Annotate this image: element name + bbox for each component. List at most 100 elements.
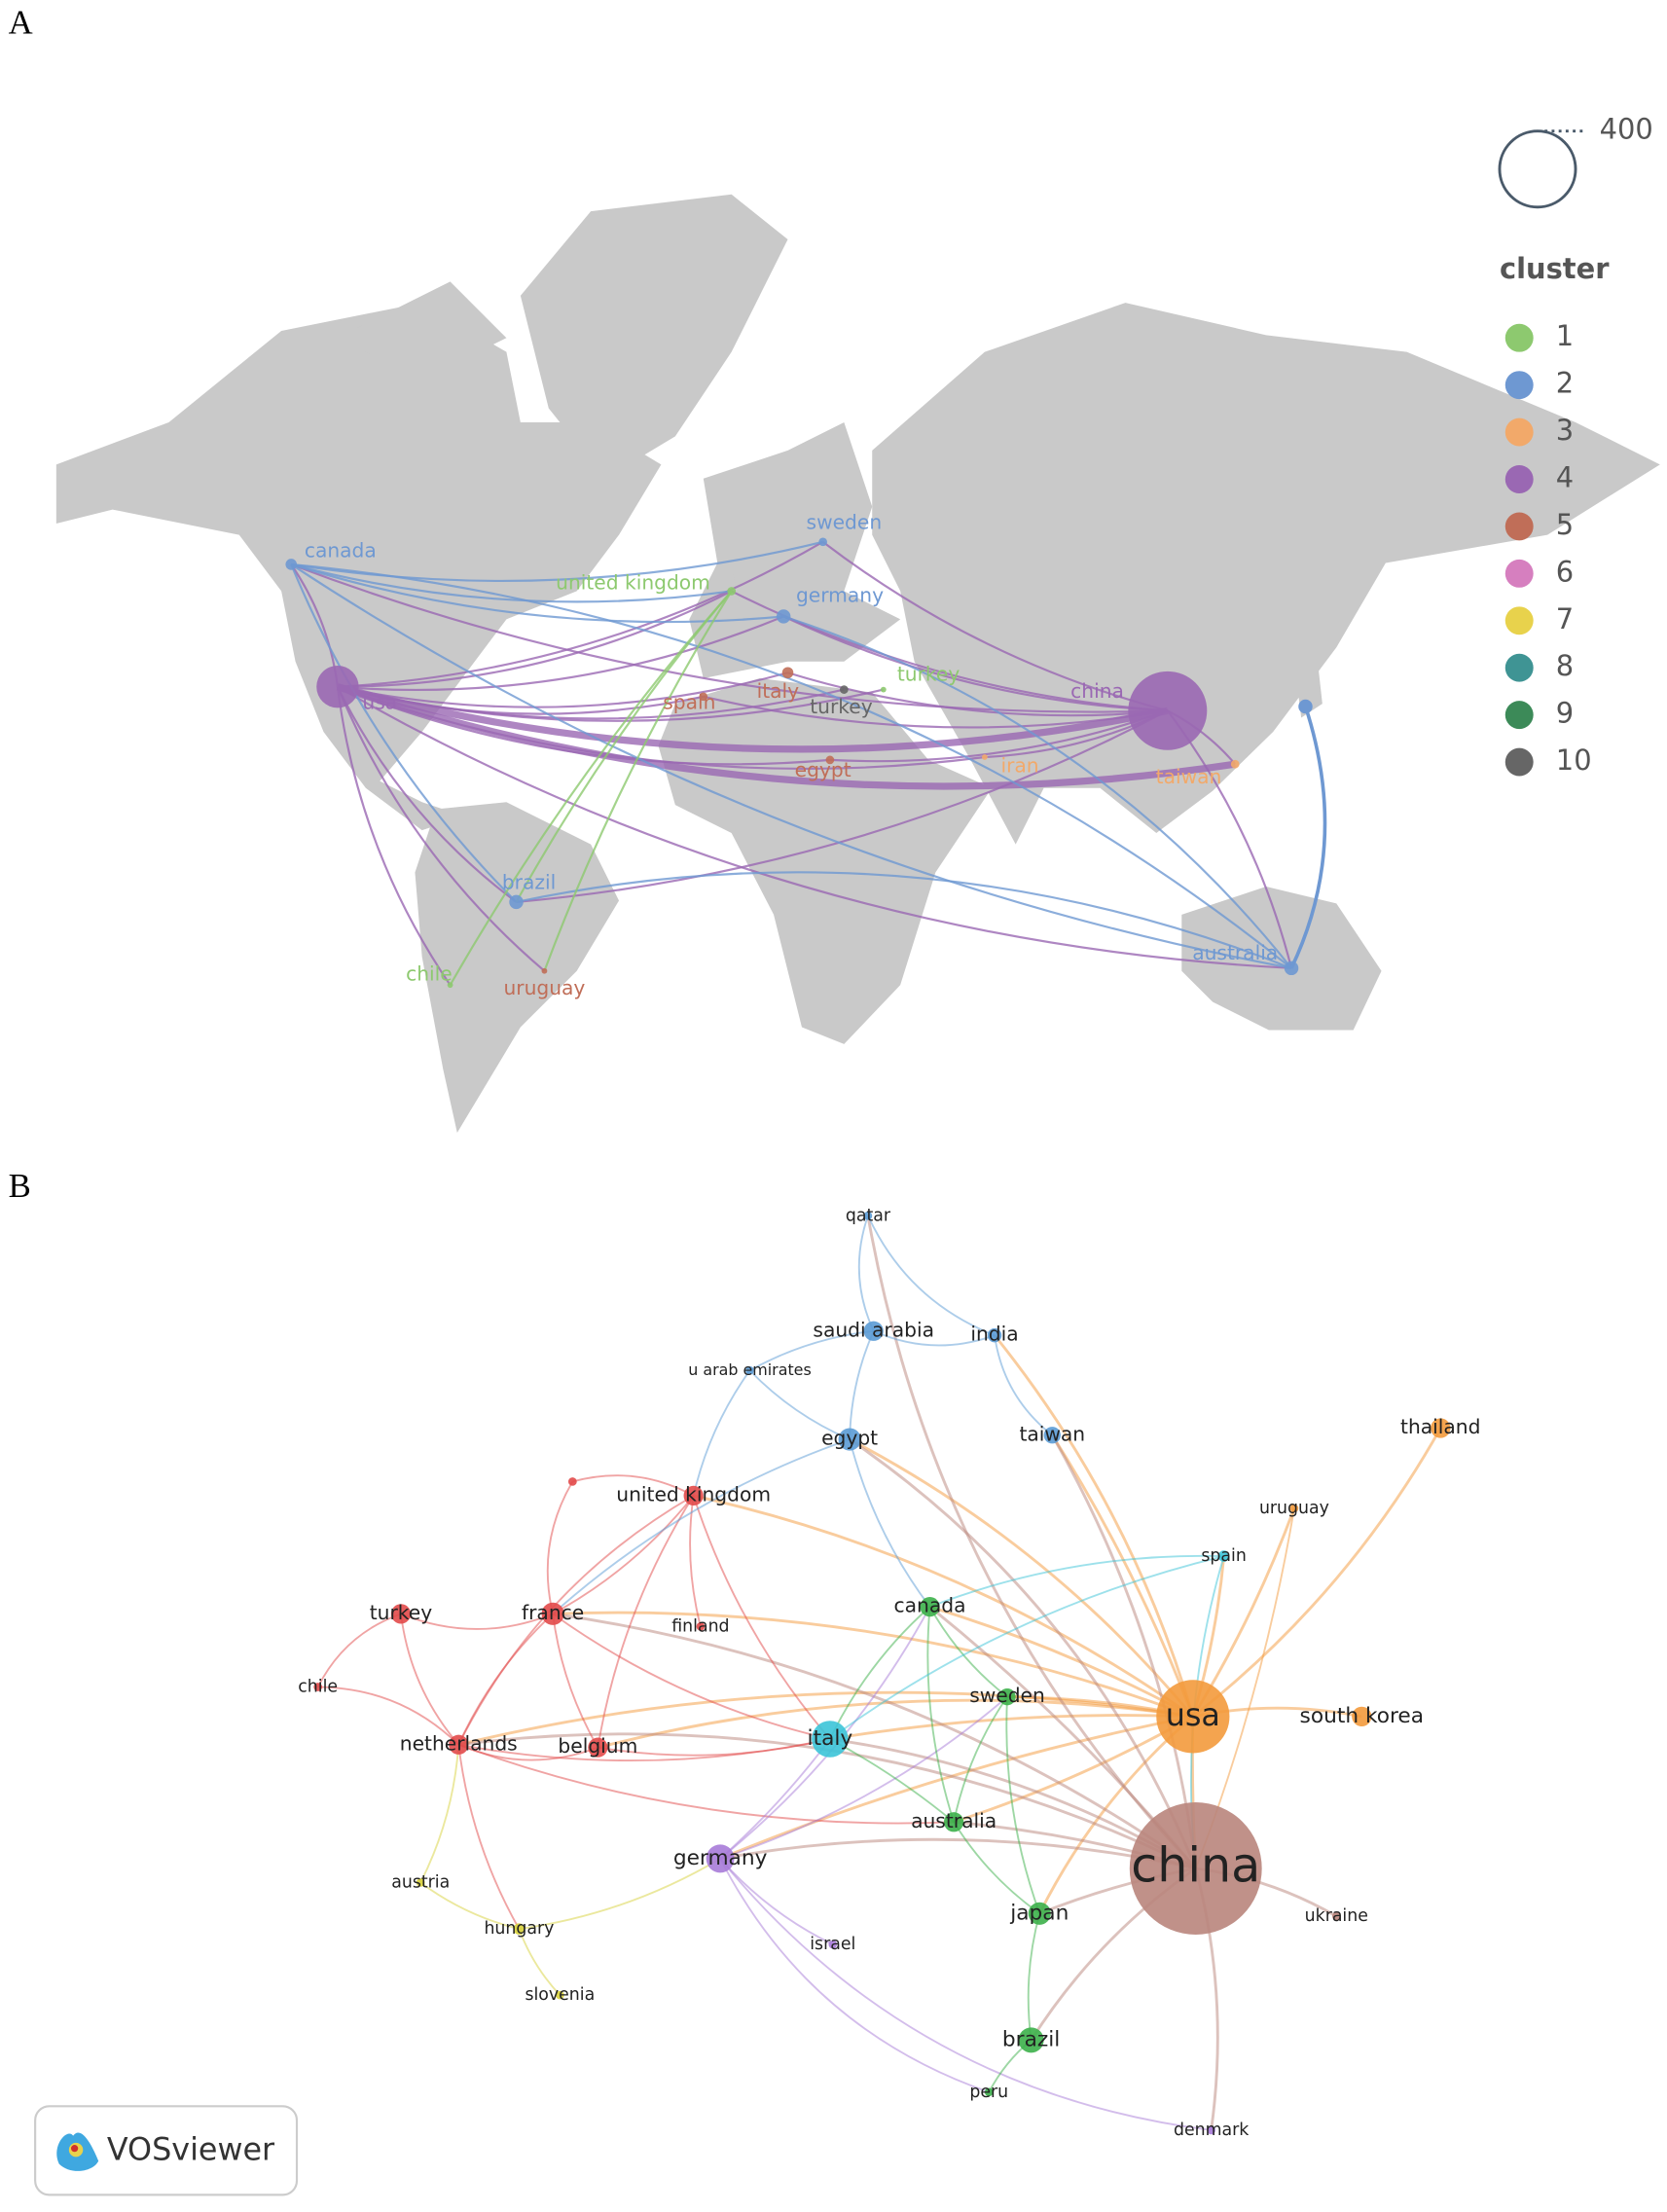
network-link xyxy=(719,1858,1212,2131)
logo-icon xyxy=(71,2145,79,2153)
map-node xyxy=(541,967,548,974)
legend-label: 6 xyxy=(1556,555,1574,588)
network-link xyxy=(953,1821,1040,1915)
legend-swatch xyxy=(1504,323,1534,352)
network-link xyxy=(719,1695,1008,1860)
network-link xyxy=(457,1613,554,1746)
network-link xyxy=(457,1495,695,1746)
map-link xyxy=(336,686,546,972)
network-label: taiwan xyxy=(1019,1422,1085,1445)
network-link xyxy=(689,1495,702,1627)
network-link xyxy=(552,1612,1197,1870)
network-node xyxy=(987,1327,1002,1343)
network-label: australia xyxy=(911,1809,997,1832)
map-link xyxy=(290,563,518,903)
network-label: slovenia xyxy=(525,1985,595,2005)
network-node xyxy=(863,1321,884,1341)
network-link xyxy=(317,1686,459,1746)
country-label: australia xyxy=(1192,941,1278,964)
network-node xyxy=(449,1734,469,1755)
network-node xyxy=(745,1365,754,1375)
network-label: germany xyxy=(673,1846,768,1870)
network-link xyxy=(866,1215,1197,1869)
country-label: chile xyxy=(406,962,453,986)
network-label: united kingdom xyxy=(616,1482,771,1505)
network-node xyxy=(1331,1911,1341,1921)
logo-box xyxy=(34,2105,299,2196)
network-link xyxy=(552,1614,599,1749)
network-node xyxy=(838,1428,861,1451)
map-node xyxy=(1284,961,1299,976)
network-node xyxy=(920,1597,940,1617)
map-link xyxy=(1289,706,1327,969)
network-node xyxy=(1129,1802,1262,1935)
network-node xyxy=(541,1602,564,1625)
network-link xyxy=(1051,1433,1195,1718)
map-link xyxy=(291,562,1292,969)
legend-label: 3 xyxy=(1556,414,1574,447)
map-link xyxy=(290,562,732,603)
network-link xyxy=(457,1690,1194,1747)
map-node xyxy=(509,894,524,910)
network-node xyxy=(556,1990,564,2000)
network-label: south korea xyxy=(1300,1704,1424,1728)
legend-swatch xyxy=(1504,606,1534,635)
network-label: israel xyxy=(810,1935,855,1954)
legend-label: 2 xyxy=(1556,367,1574,400)
legend-label: 5 xyxy=(1556,508,1574,541)
network-link xyxy=(546,1480,574,1614)
network-label: india xyxy=(970,1323,1018,1346)
map-link xyxy=(782,615,1168,712)
network-node xyxy=(1043,1427,1061,1444)
map-node xyxy=(825,755,835,765)
map-node xyxy=(699,692,708,702)
network-label: ukraine xyxy=(1305,1906,1368,1926)
legend-label: 7 xyxy=(1556,602,1574,635)
network-link xyxy=(457,1743,955,1825)
panel-label: A xyxy=(9,3,33,41)
network-node xyxy=(588,1737,608,1758)
network-node xyxy=(313,1683,323,1691)
map-link xyxy=(290,562,784,624)
legend-swatch xyxy=(1504,747,1534,777)
map-node xyxy=(880,686,887,693)
network-link xyxy=(873,1329,996,1347)
network-link xyxy=(457,1744,521,1930)
network-node xyxy=(1289,1504,1299,1513)
country-label: iran xyxy=(1000,754,1038,778)
network-link xyxy=(953,1696,1008,1823)
legend-swatch xyxy=(1504,653,1534,682)
network-node xyxy=(1018,2027,1044,2053)
network-link xyxy=(929,1605,1194,1719)
network-label: chile xyxy=(298,1678,338,1697)
network-link xyxy=(572,1474,695,1497)
legend-swatch xyxy=(1504,559,1534,588)
network-label: thailand xyxy=(1400,1415,1480,1438)
network-link xyxy=(719,1738,831,1860)
network-node xyxy=(696,1622,706,1631)
network-link xyxy=(400,1613,554,1630)
country-label: uruguay xyxy=(503,976,585,999)
legend-swatch xyxy=(1504,701,1534,730)
network-link xyxy=(849,1438,931,1608)
network-label: netherlands xyxy=(400,1731,518,1755)
network-node xyxy=(998,1687,1016,1706)
network-link xyxy=(857,1215,875,1332)
map-link xyxy=(337,685,1292,969)
network-label: egypt xyxy=(821,1427,878,1450)
network-node xyxy=(706,1844,735,1873)
network-node xyxy=(943,1812,964,1832)
map-link xyxy=(787,671,1168,717)
network-link xyxy=(1027,1913,1041,2041)
network-link xyxy=(926,1607,955,1823)
legend-label: 10 xyxy=(1556,743,1592,777)
map-link xyxy=(829,709,1169,763)
map-node xyxy=(727,587,737,596)
legend-label: 8 xyxy=(1556,649,1574,682)
network-label: france xyxy=(522,1601,584,1624)
network-link xyxy=(749,1329,874,1372)
network-node xyxy=(828,1940,838,1949)
network-link xyxy=(829,1714,1193,1741)
network-node xyxy=(1352,1706,1372,1726)
map-link xyxy=(703,695,1169,729)
